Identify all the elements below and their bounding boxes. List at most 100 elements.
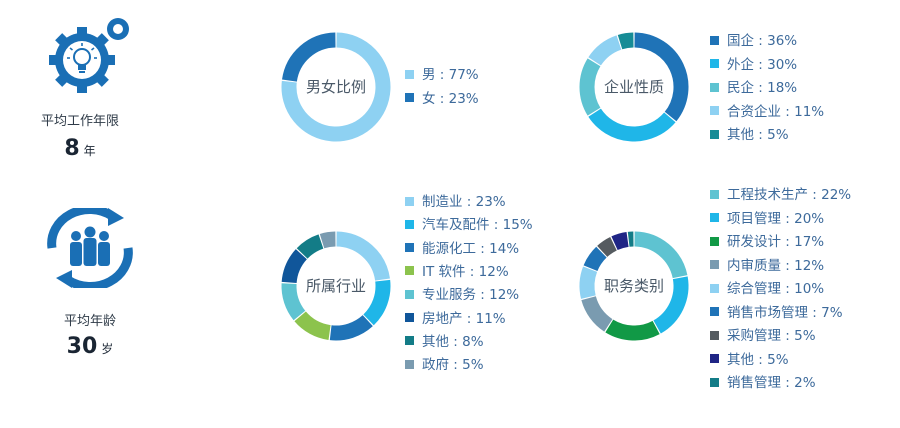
- legend-swatch: [710, 59, 719, 68]
- legend-item: 工程技术生产 : 22%: [710, 186, 851, 204]
- donut-slice-2-2: [588, 108, 676, 142]
- donut-title-4: 职务类别: [603, 277, 664, 295]
- legend-label: 内审质量 : 12%: [727, 257, 825, 274]
- legend-label: 合资企业 : 11%: [727, 103, 825, 120]
- legend-item: 销售管理 : 2%: [710, 374, 816, 392]
- legend-swatch: [710, 129, 719, 139]
- legend-swatch: [710, 236, 719, 246]
- legend-item: 外企 : 30%: [710, 56, 797, 74]
- legend-label: 项目管理 : 20%: [727, 210, 825, 227]
- donut-chart-3: [281, 231, 391, 341]
- legend-swatch: [710, 106, 719, 115]
- legend-item: 专业服务 : 12%: [405, 286, 519, 304]
- legend-label: 其他 : 5%: [727, 127, 789, 143]
- donut-slice-2-5: [617, 32, 634, 50]
- legend-label: 汽车及配件 : 15%: [422, 217, 533, 234]
- donut-slice-3-8: [319, 231, 336, 249]
- legend-swatch: [710, 307, 719, 316]
- legend-item: 民企 : 18%: [710, 79, 797, 97]
- donut-chart-4: [579, 231, 689, 341]
- legend-swatch: [405, 289, 414, 299]
- donut-slice-4-6: [583, 246, 607, 272]
- legend-item: 其他 : 8%: [405, 333, 484, 351]
- legend-swatch: [710, 213, 719, 222]
- legend-label: IT 软件 : 12%: [422, 263, 509, 280]
- legend-label: 研发设计 : 17%: [727, 234, 825, 250]
- legend-label: 国企 : 36%: [727, 33, 798, 49]
- legend-label: 综合管理 : 10%: [727, 281, 825, 297]
- legend-item: 项目管理 : 20%: [710, 210, 824, 228]
- donut-slice-4-3: [605, 319, 660, 341]
- age-stat: 平均年龄 30 岁: [25, 208, 155, 368]
- legend-label: 销售管理 : 2%: [727, 375, 816, 391]
- legend-item: 政府 : 5%: [405, 356, 484, 374]
- legend-swatch: [405, 196, 414, 206]
- legend-swatch: [710, 377, 719, 387]
- legend-item: 能源化工 : 14%: [405, 240, 519, 258]
- legend-swatch: [405, 69, 414, 79]
- legend-label: 外企 : 30%: [727, 56, 798, 73]
- legend-label: 专业服务 : 12%: [422, 287, 520, 304]
- donut-slice-4-8: [611, 232, 629, 251]
- legend-swatch: [710, 260, 719, 269]
- donut-slice-4-7: [597, 236, 617, 258]
- legend-swatch: [710, 354, 719, 363]
- legend-swatch: [710, 330, 719, 340]
- legend-item: 销售市场管理 : 7%: [710, 304, 843, 322]
- donut-chart-1: [281, 32, 391, 142]
- legend-label: 其他 : 5%: [727, 351, 789, 368]
- donut-slice-3-5: [281, 283, 306, 321]
- legend-swatch: [710, 82, 719, 92]
- legend-item: 综合管理 : 10%: [710, 280, 824, 298]
- legend-label: 男 : 77%: [422, 67, 479, 83]
- legend-swatch: [405, 266, 414, 276]
- donut-slice-3-4: [294, 311, 331, 340]
- legend-item: 研发设计 : 17%: [710, 233, 824, 251]
- donut-slice-1-1: [281, 32, 391, 142]
- legend-swatch: [710, 189, 719, 199]
- legend-item: 合资企业 : 11%: [710, 103, 824, 121]
- legend-item: IT 软件 : 12%: [405, 263, 509, 281]
- legend-item: 制造业 : 23%: [405, 193, 506, 211]
- legend-item: 采购管理 : 5%: [710, 327, 816, 345]
- gear-lightbulb-icon: [49, 18, 129, 93]
- legend-swatch: [405, 93, 414, 102]
- legend-label: 民企 : 18%: [727, 80, 798, 96]
- legend-swatch: [710, 35, 719, 45]
- age-unit: 岁: [101, 342, 114, 356]
- people-cycle-icon: [47, 208, 133, 288]
- legend-swatch: [405, 336, 414, 346]
- legend-label: 政府 : 5%: [422, 357, 484, 374]
- donut-slice-2-4: [588, 35, 622, 66]
- donut-slice-2-3: [579, 58, 601, 116]
- donut-slice-3-7: [296, 234, 324, 259]
- donut-slice-2-1: [634, 32, 689, 122]
- donut-slice-4-1: [634, 231, 688, 279]
- legend-item: 内审质量 : 12%: [710, 257, 824, 275]
- donut-chart-2: [579, 32, 689, 142]
- legend-item: 房地产 : 11%: [405, 310, 506, 328]
- work-years-label: 平均工作年限: [40, 114, 119, 129]
- donut-slice-3-1: [336, 231, 390, 281]
- donut-slice-1-2: [282, 32, 336, 82]
- legend-item: 汽车及配件 : 15%: [405, 216, 533, 234]
- donut-title-2: 企业性质: [603, 78, 664, 96]
- legend-label: 能源化工 : 14%: [422, 240, 520, 257]
- legend-item: 女 : 23%: [405, 90, 479, 108]
- legend-item: 国企 : 36%: [710, 32, 797, 50]
- legend-swatch: [710, 283, 719, 293]
- age-number: 30: [66, 334, 98, 359]
- legend-label: 房地产 : 11%: [422, 310, 506, 327]
- work-years-number: 8: [64, 136, 80, 161]
- legend-item: 其他 : 5%: [710, 126, 789, 144]
- donut-title-1: 男女比例: [305, 78, 366, 96]
- legend-swatch: [405, 219, 414, 229]
- legend-item: 男 : 77%: [405, 66, 479, 84]
- donut-slice-4-4: [581, 295, 613, 332]
- legend-swatch: [405, 359, 414, 369]
- donut-title-3: 所属行业: [305, 277, 366, 295]
- donut-slice-3-2: [363, 279, 391, 326]
- legend-item: 其他 : 5%: [710, 351, 789, 369]
